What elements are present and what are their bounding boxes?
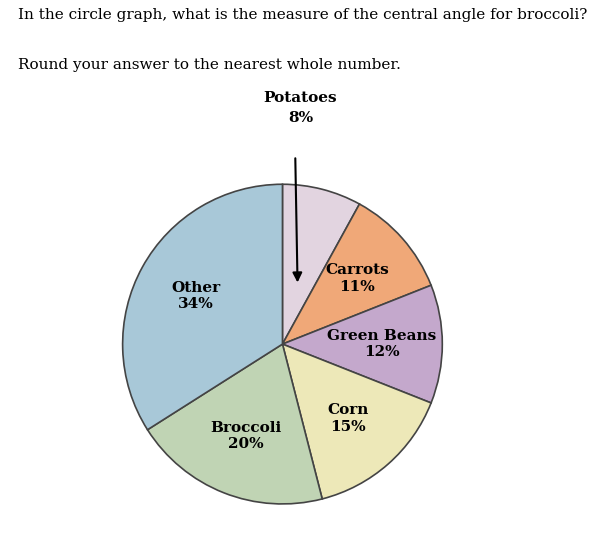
Text: Carrots
11%: Carrots 11% <box>325 264 389 294</box>
Wedge shape <box>123 184 282 430</box>
Text: Green Beans
12%: Green Beans 12% <box>327 329 436 359</box>
Text: Other
34%: Other 34% <box>171 281 220 311</box>
Wedge shape <box>282 344 431 499</box>
Wedge shape <box>147 344 322 504</box>
Wedge shape <box>282 204 431 344</box>
Text: Corn
15%: Corn 15% <box>328 403 368 433</box>
Text: Potatoes: Potatoes <box>264 92 337 105</box>
Text: Broccoli
20%: Broccoli 20% <box>210 421 282 451</box>
Text: Round your answer to the nearest whole number.: Round your answer to the nearest whole n… <box>18 58 401 72</box>
Wedge shape <box>282 285 442 403</box>
Text: In the circle graph, what is the measure of the central angle for broccoli?: In the circle graph, what is the measure… <box>18 8 587 22</box>
Text: 8%: 8% <box>288 111 313 125</box>
Wedge shape <box>282 184 359 344</box>
